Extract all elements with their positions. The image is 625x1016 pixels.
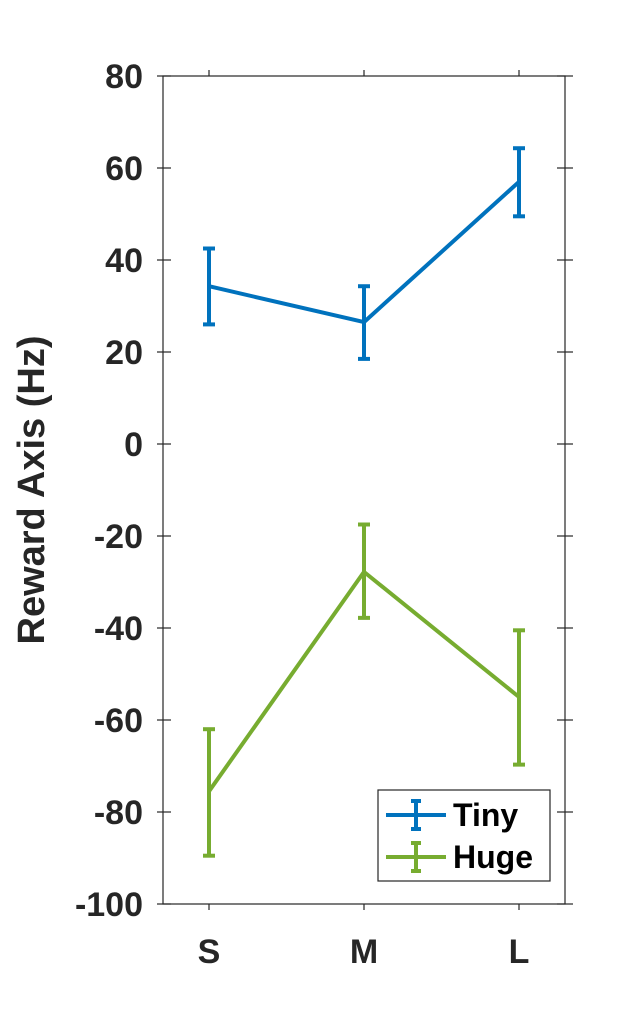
- data-point: [363, 571, 365, 573]
- series-tiny: [203, 146, 525, 361]
- y-tick-label: 80: [105, 58, 143, 96]
- x-tick-label: M: [350, 933, 378, 971]
- y-tick-label: -40: [94, 610, 143, 648]
- y-tick-label: -20: [94, 518, 143, 556]
- y-tick-label: 20: [105, 334, 143, 372]
- y-axis-label: Reward Axis (Hz): [11, 336, 53, 645]
- axes: 80 60 40 20 0 -20 -40 -60 -80 -100 S M L: [75, 58, 573, 971]
- y-tick-label: 0: [124, 426, 143, 464]
- y-tick-label: -80: [94, 794, 143, 832]
- x-tick-label: S: [198, 933, 221, 971]
- plot-area: [163, 76, 565, 904]
- legend-label: Tiny: [453, 797, 518, 833]
- y-tick-label: -60: [94, 702, 143, 740]
- legend-label: Huge: [453, 839, 533, 875]
- data-point: [208, 790, 210, 792]
- y-tick-label: -100: [75, 886, 143, 924]
- data-point: [363, 321, 365, 323]
- series-layer: [203, 146, 525, 858]
- y-tick-label: 40: [105, 242, 143, 280]
- series-huge: [203, 522, 525, 858]
- x-tick-label: L: [509, 933, 530, 971]
- legend: Tiny Huge: [377, 789, 551, 882]
- data-point: [518, 696, 520, 698]
- y-tick-label: 60: [105, 150, 143, 188]
- data-point: [518, 181, 520, 183]
- data-point: [208, 285, 210, 287]
- legend-box: [377, 789, 551, 882]
